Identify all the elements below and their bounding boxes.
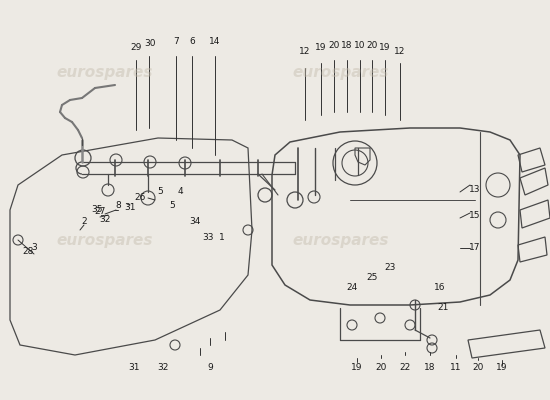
Text: 33: 33 [202, 234, 214, 242]
Text: 7: 7 [173, 38, 179, 46]
Text: eurospares: eurospares [56, 232, 153, 248]
Text: 24: 24 [346, 284, 358, 292]
Text: 11: 11 [450, 364, 462, 372]
Text: 34: 34 [189, 218, 201, 226]
Text: 1: 1 [219, 234, 225, 242]
Text: 2: 2 [81, 218, 87, 226]
Text: 19: 19 [496, 364, 508, 372]
Text: 12: 12 [299, 48, 311, 56]
Text: 32: 32 [157, 364, 169, 372]
Text: 31: 31 [124, 204, 136, 212]
Text: eurospares: eurospares [293, 232, 389, 248]
Text: 17: 17 [469, 244, 481, 252]
Text: 12: 12 [394, 48, 406, 56]
Text: 20: 20 [375, 364, 387, 372]
Text: 21: 21 [437, 304, 449, 312]
Text: 13: 13 [469, 186, 481, 194]
Text: 31: 31 [128, 364, 140, 372]
Text: eurospares: eurospares [56, 64, 153, 80]
Text: 15: 15 [469, 212, 481, 220]
Text: 4: 4 [177, 188, 183, 196]
Text: 18: 18 [424, 364, 436, 372]
Text: 19: 19 [379, 44, 390, 52]
Text: 19: 19 [315, 44, 327, 52]
Text: 6: 6 [189, 38, 195, 46]
Text: 30: 30 [144, 38, 156, 48]
Text: 5: 5 [169, 200, 175, 210]
Text: 20: 20 [366, 42, 378, 50]
Text: 22: 22 [399, 364, 411, 372]
Text: 16: 16 [434, 284, 446, 292]
Text: 3: 3 [31, 244, 37, 252]
Text: 5: 5 [157, 188, 163, 196]
Text: 19: 19 [351, 364, 363, 372]
Text: 23: 23 [384, 264, 395, 272]
Text: 14: 14 [210, 38, 221, 46]
Text: 18: 18 [341, 42, 353, 50]
Text: 20: 20 [472, 364, 483, 372]
Text: 35: 35 [91, 206, 103, 214]
Text: 20: 20 [328, 42, 340, 50]
Text: 29: 29 [130, 44, 142, 52]
Text: 10: 10 [354, 42, 366, 50]
Text: 25: 25 [366, 274, 378, 282]
Text: 26: 26 [134, 194, 146, 202]
Text: 27: 27 [94, 208, 106, 216]
Text: eurospares: eurospares [293, 64, 389, 80]
Text: 9: 9 [207, 364, 213, 372]
Text: 8: 8 [115, 200, 121, 210]
Text: 32: 32 [100, 216, 111, 224]
Text: 28: 28 [23, 248, 34, 256]
